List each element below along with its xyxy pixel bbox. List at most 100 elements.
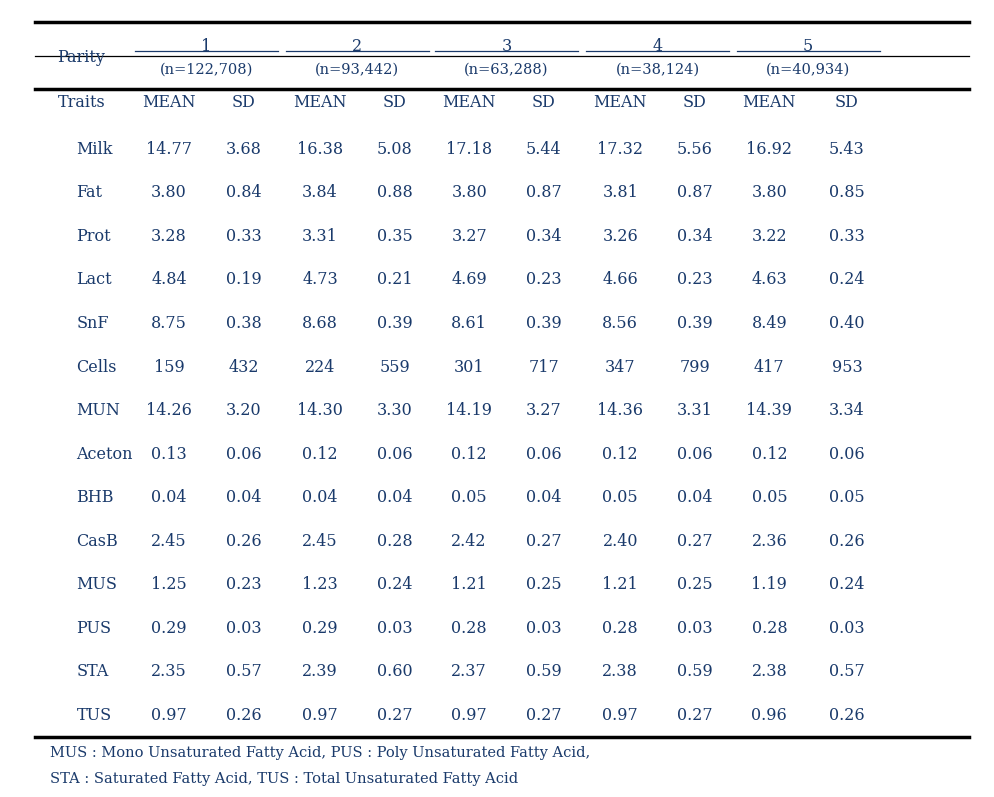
- Text: TUS: TUS: [77, 707, 111, 724]
- Text: 2.45: 2.45: [151, 532, 187, 550]
- Text: 0.12: 0.12: [751, 446, 787, 462]
- Text: (n=38,124): (n=38,124): [615, 62, 700, 77]
- Text: 0.03: 0.03: [377, 620, 413, 637]
- Text: 2.45: 2.45: [302, 532, 338, 550]
- Text: Aceton: Aceton: [77, 446, 133, 462]
- Text: SnF: SnF: [77, 315, 109, 332]
- Text: MEAN: MEAN: [593, 93, 647, 111]
- Text: 0.25: 0.25: [526, 576, 562, 593]
- Text: Milk: Milk: [77, 141, 113, 158]
- Text: 0.24: 0.24: [829, 272, 865, 289]
- Text: 3.31: 3.31: [302, 228, 338, 245]
- Text: 0.24: 0.24: [829, 576, 865, 593]
- Text: 0.06: 0.06: [226, 446, 261, 462]
- Text: 3.34: 3.34: [829, 402, 865, 419]
- Text: 0.19: 0.19: [226, 272, 261, 289]
- Text: 4.69: 4.69: [451, 272, 487, 289]
- Text: 0.24: 0.24: [377, 576, 413, 593]
- Text: 0.40: 0.40: [829, 315, 865, 332]
- Text: Parity: Parity: [58, 49, 105, 66]
- Text: 0.23: 0.23: [677, 272, 713, 289]
- Text: 0.26: 0.26: [226, 707, 261, 724]
- Text: CasB: CasB: [77, 532, 118, 550]
- Text: 2.40: 2.40: [602, 532, 638, 550]
- Text: MEAN: MEAN: [442, 93, 496, 111]
- Text: 17.32: 17.32: [597, 141, 643, 158]
- Text: 14.30: 14.30: [297, 402, 343, 419]
- Text: 0.04: 0.04: [677, 489, 713, 506]
- Text: 0.06: 0.06: [677, 446, 713, 462]
- Text: 2.38: 2.38: [602, 663, 638, 681]
- Text: STA: STA: [77, 663, 108, 681]
- Text: MUS : Mono Unsaturated Fatty Acid, PUS : Poly Unsaturated Fatty Acid,: MUS : Mono Unsaturated Fatty Acid, PUS :…: [50, 746, 590, 760]
- Text: 0.26: 0.26: [829, 532, 865, 550]
- Text: Prot: Prot: [77, 228, 111, 245]
- Text: 0.34: 0.34: [526, 228, 562, 245]
- Text: BHB: BHB: [77, 489, 114, 506]
- Text: 16.38: 16.38: [297, 141, 343, 158]
- Text: 3.27: 3.27: [451, 228, 487, 245]
- Text: 1.19: 1.19: [751, 576, 787, 593]
- Text: 3.26: 3.26: [602, 228, 638, 245]
- Text: 0.97: 0.97: [151, 707, 187, 724]
- Text: 2.38: 2.38: [751, 663, 787, 681]
- Text: 0.39: 0.39: [526, 315, 562, 332]
- Text: (n=122,708): (n=122,708): [160, 62, 252, 77]
- Text: 0.97: 0.97: [302, 707, 338, 724]
- Text: 8.56: 8.56: [602, 315, 638, 332]
- Text: 0.96: 0.96: [751, 707, 787, 724]
- Text: 0.12: 0.12: [451, 446, 487, 462]
- Text: SD: SD: [532, 93, 556, 111]
- Text: 0.59: 0.59: [677, 663, 713, 681]
- Text: 0.13: 0.13: [151, 446, 187, 462]
- Text: 0.27: 0.27: [377, 707, 413, 724]
- Text: 0.12: 0.12: [602, 446, 638, 462]
- Text: 953: 953: [832, 359, 862, 375]
- Text: MEAN: MEAN: [293, 93, 347, 111]
- Text: 3.84: 3.84: [302, 184, 338, 202]
- Text: 8.75: 8.75: [151, 315, 187, 332]
- Text: 0.33: 0.33: [829, 228, 865, 245]
- Text: 224: 224: [305, 359, 335, 375]
- Text: Traits: Traits: [58, 93, 105, 111]
- Text: 0.25: 0.25: [677, 576, 713, 593]
- Text: (n=93,442): (n=93,442): [315, 62, 400, 77]
- Text: (n=40,934): (n=40,934): [766, 62, 850, 77]
- Text: 0.28: 0.28: [602, 620, 638, 637]
- Text: 16.92: 16.92: [746, 141, 792, 158]
- Text: 559: 559: [380, 359, 410, 375]
- Text: MEAN: MEAN: [142, 93, 196, 111]
- Text: 8.49: 8.49: [751, 315, 787, 332]
- Text: 8.61: 8.61: [451, 315, 487, 332]
- Text: MUN: MUN: [77, 402, 120, 419]
- Text: 3.31: 3.31: [677, 402, 713, 419]
- Text: 0.60: 0.60: [377, 663, 413, 681]
- Text: 0.29: 0.29: [302, 620, 338, 637]
- Text: 0.23: 0.23: [526, 272, 562, 289]
- Text: 0.87: 0.87: [677, 184, 713, 202]
- Text: 0.27: 0.27: [677, 532, 713, 550]
- Text: 3.68: 3.68: [226, 141, 261, 158]
- Text: STA : Saturated Fatty Acid, TUS : Total Unsaturated Fatty Acid: STA : Saturated Fatty Acid, TUS : Total …: [50, 772, 518, 787]
- Text: 0.04: 0.04: [226, 489, 261, 506]
- Text: 0.04: 0.04: [151, 489, 187, 506]
- Text: 0.85: 0.85: [829, 184, 865, 202]
- Text: 3.22: 3.22: [751, 228, 787, 245]
- Text: 0.35: 0.35: [377, 228, 413, 245]
- Text: 0.03: 0.03: [526, 620, 562, 637]
- Text: 5.56: 5.56: [677, 141, 713, 158]
- Text: 432: 432: [229, 359, 258, 375]
- Text: 0.03: 0.03: [677, 620, 713, 637]
- Text: 8.68: 8.68: [302, 315, 338, 332]
- Text: 5: 5: [803, 37, 813, 55]
- Text: 159: 159: [154, 359, 184, 375]
- Text: 0.21: 0.21: [377, 272, 413, 289]
- Text: 1.25: 1.25: [151, 576, 187, 593]
- Text: MEAN: MEAN: [743, 93, 796, 111]
- Text: 0.05: 0.05: [602, 489, 638, 506]
- Text: 3.28: 3.28: [151, 228, 187, 245]
- Text: 4.84: 4.84: [151, 272, 187, 289]
- Text: 1.23: 1.23: [302, 576, 338, 593]
- Text: 0.34: 0.34: [677, 228, 713, 245]
- Text: 3.27: 3.27: [526, 402, 562, 419]
